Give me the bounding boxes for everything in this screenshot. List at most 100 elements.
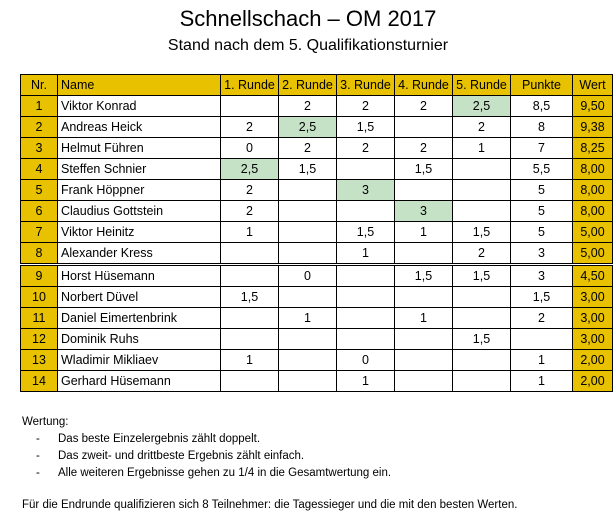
table-row: 2 Andreas Heick 2 2,5 1,5 2 8 9,38 [20, 116, 613, 138]
cell-round-5: 1,5 [452, 328, 511, 350]
cell-round-1: 1,5 [220, 286, 279, 308]
cell-round-3: 1,5 [336, 116, 395, 138]
cell-punkte: 5 [510, 221, 573, 243]
cell-round-5 [452, 307, 511, 329]
cell-wert: 8,00 [572, 200, 613, 222]
table-row: 1 Viktor Konrad 2 2 2 2,5 8,5 9,50 [20, 95, 613, 117]
cell-name: Viktor Konrad [57, 95, 221, 117]
notes-heading: Wertung: [22, 416, 69, 428]
cell-nr: 11 [20, 307, 58, 329]
cell-round-2 [278, 221, 337, 243]
cell-round-1: 2 [220, 179, 279, 201]
column-header-round-5: 5. Runde [452, 74, 511, 96]
cell-round-1: 1 [220, 349, 279, 371]
cell-round-5: 2 [452, 242, 511, 266]
cell-round-5 [452, 200, 511, 222]
cell-name: Andreas Heick [57, 116, 221, 138]
cell-round-5: 2,5 [452, 95, 511, 117]
table-row: 12 Dominik Ruhs 1,5 3,00 [20, 328, 613, 350]
cell-round-4 [394, 179, 453, 201]
cell-round-3 [336, 307, 395, 329]
cell-round-2: 1 [278, 307, 337, 329]
cell-round-5: 1 [452, 137, 511, 159]
cell-round-3 [336, 328, 395, 350]
cell-round-4 [394, 349, 453, 371]
cell-round-5 [452, 179, 511, 201]
cell-round-2 [278, 349, 337, 371]
cell-name: Steffen Schnier [57, 158, 221, 180]
cell-round-4: 1 [394, 221, 453, 243]
cell-wert: 2,00 [572, 349, 613, 371]
list-item: - Das beste Einzelergebnis zählt doppelt. [22, 431, 391, 448]
cell-round-1 [220, 264, 279, 287]
cell-round-4: 1 [394, 307, 453, 329]
cell-round-1: 1 [220, 221, 279, 243]
cell-nr: 5 [20, 179, 58, 201]
list-item: - Das zweit- und drittbeste Ergebnis zähl… [22, 448, 391, 465]
column-header-wert: Wert [572, 74, 613, 96]
cell-round-1 [220, 95, 279, 117]
cell-nr: 3 [20, 137, 58, 159]
cell-wert: 8,00 [572, 158, 613, 180]
cell-punkte: 7 [510, 137, 573, 159]
cell-punkte: 5 [510, 200, 573, 222]
cell-wert: 5,00 [572, 221, 613, 243]
table-row: 9 Horst Hüsemann 0 1,5 1,5 3 4,50 [20, 264, 613, 287]
column-header-round-1: 1. Runde [220, 74, 279, 96]
cell-round-1 [220, 307, 279, 329]
cell-nr: 8 [20, 242, 58, 266]
cell-round-5 [452, 158, 511, 180]
scoring-notes: Wertung: - Das beste Einzelergebnis zählt… [22, 414, 391, 482]
cell-wert: 5,00 [572, 242, 613, 266]
cell-nr: 6 [20, 200, 58, 222]
cell-wert: 9,50 [572, 95, 613, 117]
cell-name: Viktor Heinitz [57, 221, 221, 243]
cell-nr: 13 [20, 349, 58, 371]
cell-punkte: 1 [510, 370, 573, 392]
cell-round-1: 2 [220, 116, 279, 138]
cell-punkte: 5 [510, 179, 573, 201]
cell-round-2 [278, 242, 337, 266]
table-header-row: Nr. Name 1. Runde 2. Runde 3. Runde 4. R… [20, 74, 613, 96]
cell-round-5: 1,5 [452, 264, 511, 287]
cell-punkte: 3 [510, 264, 573, 287]
cell-round-1 [220, 242, 279, 266]
cell-round-1 [220, 370, 279, 392]
notes-list: - Das beste Einzelergebnis zählt doppelt.… [22, 431, 391, 482]
cell-punkte: 1,5 [510, 286, 573, 308]
cell-round-2: 2,5 [278, 116, 337, 138]
list-item: - Alle weiteren Ergebnisse gehen zu 1/4 i… [22, 465, 391, 482]
cell-round-2: 0 [278, 264, 337, 287]
cell-wert: 3,00 [572, 328, 613, 350]
cell-round-2 [278, 286, 337, 308]
cell-round-1: 0 [220, 137, 279, 159]
dash-bullet-icon: - [36, 450, 40, 462]
cell-nr: 7 [20, 221, 58, 243]
cell-round-3: 3 [336, 179, 395, 201]
standings-table: Nr. Name 1. Runde 2. Runde 3. Runde 4. R… [20, 74, 613, 392]
table-row: 5 Frank Höppner 2 3 5 8,00 [20, 179, 613, 201]
cell-round-2: 1,5 [278, 158, 337, 180]
cell-nr: 14 [20, 370, 58, 392]
cell-wert: 8,00 [572, 179, 613, 201]
cell-round-5 [452, 370, 511, 392]
cell-round-5 [452, 286, 511, 308]
table-row: 10 Norbert Düvel 1,5 1,5 3,00 [20, 286, 613, 308]
cell-round-3: 1 [336, 242, 395, 266]
cell-name: Frank Höppner [57, 179, 221, 201]
cell-round-3 [336, 200, 395, 222]
cell-nr: 4 [20, 158, 58, 180]
cell-wert: 3,00 [572, 307, 613, 329]
cell-wert: 3,00 [572, 286, 613, 308]
dash-bullet-icon: - [36, 433, 40, 445]
column-header-punkte: Punkte [510, 74, 573, 96]
cell-round-3 [336, 286, 395, 308]
cell-round-1 [220, 328, 279, 350]
qualification-note: Für die Endrunde qualifizieren sich 8 Te… [22, 499, 518, 511]
cell-name: Helmut Führen [57, 137, 221, 159]
cell-punkte: 8,5 [510, 95, 573, 117]
cell-punkte: 1 [510, 349, 573, 371]
table-row: 6 Claudius Gottstein 2 3 5 8,00 [20, 200, 613, 222]
cell-round-4 [394, 328, 453, 350]
cell-round-3: 0 [336, 349, 395, 371]
